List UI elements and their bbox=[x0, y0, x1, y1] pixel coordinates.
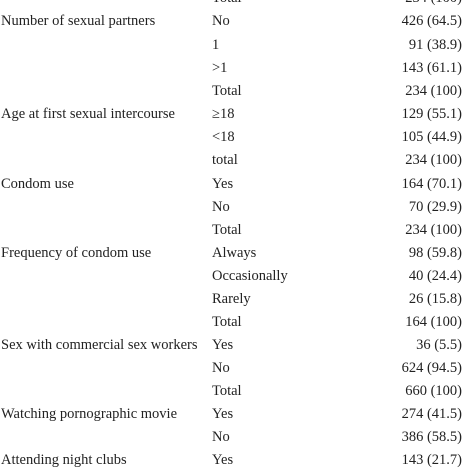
count-percent-value: 164 (100) bbox=[405, 314, 462, 330]
variable-label: Sex with commercial sex workers bbox=[1, 337, 198, 353]
category-label: Always bbox=[212, 245, 257, 261]
variable-label: Age at first sexual intercourse bbox=[1, 106, 175, 122]
count-percent-value: 234 (100) bbox=[405, 152, 462, 168]
category-label: total bbox=[212, 152, 238, 168]
count-percent-value: 143 (21.7) bbox=[401, 452, 462, 468]
count-percent-value: 234 (100) bbox=[405, 0, 462, 8]
count-percent-value: 164 (70.1) bbox=[401, 176, 462, 192]
variable-label: Condom use bbox=[1, 176, 74, 192]
count-percent-value: 386 (58.5) bbox=[401, 429, 462, 445]
count-percent-value: 26 (15.8) bbox=[408, 291, 462, 307]
variable-label: Number of sexual partners bbox=[1, 13, 156, 29]
category-label: Rarely bbox=[212, 291, 251, 307]
category-label: <18 bbox=[212, 129, 235, 145]
category-label: Occasionally bbox=[212, 268, 288, 284]
category-label: No bbox=[212, 13, 230, 29]
count-percent-value: 660 (100) bbox=[405, 383, 462, 399]
variable-label: Frequency of condom use bbox=[1, 245, 152, 261]
category-label: Total bbox=[212, 222, 242, 238]
count-percent-value: 143 (61.1) bbox=[401, 60, 462, 76]
count-percent-value: 274 (41.5) bbox=[401, 406, 462, 422]
category-label: Yes bbox=[212, 452, 234, 468]
category-label: 1 bbox=[212, 37, 220, 53]
category-label: No bbox=[212, 199, 230, 215]
count-percent-value: 70 (29.9) bbox=[408, 199, 462, 215]
count-percent-value: 105 (44.9) bbox=[401, 129, 462, 145]
count-percent-value: 91 (38.9) bbox=[408, 37, 462, 53]
category-label: Yes bbox=[212, 406, 234, 422]
category-label: ≥18 bbox=[212, 106, 235, 122]
category-label: >1 bbox=[212, 60, 228, 76]
category-label: Yes bbox=[212, 176, 234, 192]
variable-label: Attending night clubs bbox=[1, 452, 127, 468]
count-percent-value: 624 (94.5) bbox=[401, 360, 462, 376]
category-label: Total bbox=[212, 314, 242, 330]
count-percent-value: 40 (24.4) bbox=[408, 268, 462, 284]
count-percent-value: 129 (55.1) bbox=[401, 106, 462, 122]
category-label: Yes bbox=[212, 337, 234, 353]
variable-label: Watching pornographic movie bbox=[1, 406, 178, 422]
category-label: Total bbox=[212, 0, 242, 8]
category-label: Total bbox=[212, 383, 242, 399]
count-percent-value: 36 (5.5) bbox=[416, 337, 462, 353]
category-label: No bbox=[212, 360, 230, 376]
category-label: No bbox=[212, 429, 230, 445]
count-percent-value: 234 (100) bbox=[405, 222, 462, 238]
count-percent-value: 98 (59.8) bbox=[408, 245, 462, 261]
count-percent-value: 234 (100) bbox=[405, 83, 462, 99]
category-label: Total bbox=[212, 83, 242, 99]
count-percent-value: 426 (64.5) bbox=[401, 13, 462, 29]
